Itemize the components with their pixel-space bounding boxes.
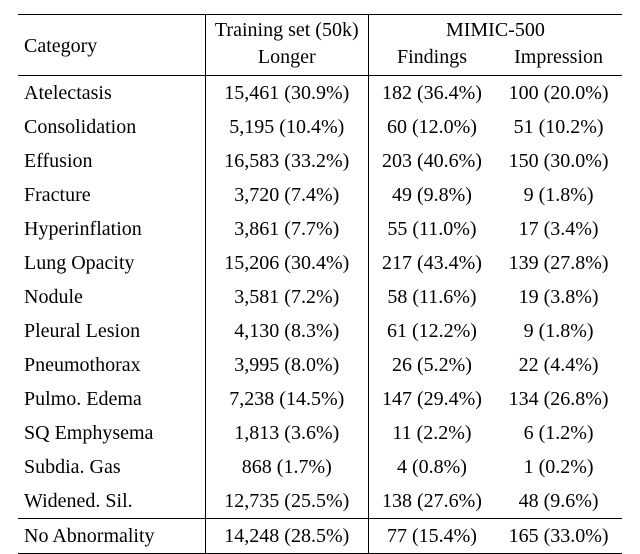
cell-category: Atelectasis [18,76,205,111]
cell-impression: 134 (26.8%) [495,382,622,416]
cell-longer: 1,813 (3.6%) [205,416,368,450]
table-row: Subdia. Gas 868 (1.7%) 4 (0.8%) 1 (0.2%) [18,450,622,484]
cell-impression: 48 (9.6%) [495,484,622,519]
table-container: Category Training set (50k) MIMIC-500 Lo… [0,0,640,541]
header-training-set: Training set (50k) [205,15,368,45]
cell-category: Pneumothorax [18,348,205,382]
cell-category: Consolidation [18,110,205,144]
cell-findings: 4 (0.8%) [368,450,495,484]
cell-category: Pulmo. Edema [18,382,205,416]
cell-findings: 203 (40.6%) [368,144,495,178]
table-row: Effusion 16,583 (33.2%) 203 (40.6%) 150 … [18,144,622,178]
cell-longer: 4,130 (8.3%) [205,314,368,348]
header-mimic: MIMIC-500 [368,15,622,45]
cell-longer: 3,581 (7.2%) [205,280,368,314]
cell-impression: 51 (10.2%) [495,110,622,144]
cell-category: Pleural Lesion [18,314,205,348]
header-row-1: Category Training set (50k) MIMIC-500 [18,15,622,45]
cell-category: Effusion [18,144,205,178]
cell-category: Subdia. Gas [18,450,205,484]
table-row: Lung Opacity 15,206 (30.4%) 217 (43.4%) … [18,246,622,280]
cell-category: Lung Opacity [18,246,205,280]
cell-findings: 55 (11.0%) [368,212,495,246]
table-row: Pulmo. Edema 7,238 (14.5%) 147 (29.4%) 1… [18,382,622,416]
header-longer: Longer [205,44,368,76]
cell-longer: 15,461 (30.9%) [205,76,368,111]
cell-findings: 60 (12.0%) [368,110,495,144]
cell-longer: 3,861 (7.7%) [205,212,368,246]
cell-impression: 150 (30.0%) [495,144,622,178]
cell-impression: 22 (4.4%) [495,348,622,382]
table-row: SQ Emphysema 1,813 (3.6%) 11 (2.2%) 6 (1… [18,416,622,450]
cell-findings: 147 (29.4%) [368,382,495,416]
footer-row: No Abnormality 14,248 (28.5%) 77 (15.4%)… [18,519,622,554]
cell-category: SQ Emphysema [18,416,205,450]
cell-longer: 12,735 (25.5%) [205,484,368,519]
cell-findings: 26 (5.2%) [368,348,495,382]
table-row: Atelectasis 15,461 (30.9%) 182 (36.4%) 1… [18,76,622,111]
table-row: Hyperinflation 3,861 (7.7%) 55 (11.0%) 1… [18,212,622,246]
cell-findings: 11 (2.2%) [368,416,495,450]
cell-findings: 217 (43.4%) [368,246,495,280]
table-row: Pleural Lesion 4,130 (8.3%) 61 (12.2%) 9… [18,314,622,348]
cell-longer: 15,206 (30.4%) [205,246,368,280]
cell-impression: 19 (3.8%) [495,280,622,314]
cell-category: No Abnormality [18,519,205,554]
cell-impression: 6 (1.2%) [495,416,622,450]
cell-impression: 9 (1.8%) [495,314,622,348]
cell-impression: 17 (3.4%) [495,212,622,246]
table-header: Category Training set (50k) MIMIC-500 Lo… [18,15,622,76]
cell-longer: 3,995 (8.0%) [205,348,368,382]
header-findings: Findings [368,44,495,76]
table-row: Pneumothorax 3,995 (8.0%) 26 (5.2%) 22 (… [18,348,622,382]
cell-findings: 182 (36.4%) [368,76,495,111]
table-row: Nodule 3,581 (7.2%) 58 (11.6%) 19 (3.8%) [18,280,622,314]
header-category: Category [18,15,205,76]
cell-longer: 3,720 (7.4%) [205,178,368,212]
cell-impression: 9 (1.8%) [495,178,622,212]
cell-findings: 58 (11.6%) [368,280,495,314]
table-row: Widened. Sil. 12,735 (25.5%) 138 (27.6%)… [18,484,622,519]
cell-longer: 5,195 (10.4%) [205,110,368,144]
cell-impression: 165 (33.0%) [495,519,622,554]
cell-category: Nodule [18,280,205,314]
table-row: Fracture 3,720 (7.4%) 49 (9.8%) 9 (1.8%) [18,178,622,212]
cell-impression: 100 (20.0%) [495,76,622,111]
cell-category: Hyperinflation [18,212,205,246]
cell-findings: 61 (12.2%) [368,314,495,348]
cell-longer: 16,583 (33.2%) [205,144,368,178]
cell-category: Widened. Sil. [18,484,205,519]
cell-findings: 77 (15.4%) [368,519,495,554]
data-table: Category Training set (50k) MIMIC-500 Lo… [18,14,622,554]
header-impression: Impression [495,44,622,76]
cell-impression: 1 (0.2%) [495,450,622,484]
cell-findings: 138 (27.6%) [368,484,495,519]
cell-longer: 7,238 (14.5%) [205,382,368,416]
cell-longer: 868 (1.7%) [205,450,368,484]
table-body: Atelectasis 15,461 (30.9%) 182 (36.4%) 1… [18,76,622,554]
cell-category: Fracture [18,178,205,212]
table-row: Consolidation 5,195 (10.4%) 60 (12.0%) 5… [18,110,622,144]
cell-longer: 14,248 (28.5%) [205,519,368,554]
cell-findings: 49 (9.8%) [368,178,495,212]
cell-impression: 139 (27.8%) [495,246,622,280]
